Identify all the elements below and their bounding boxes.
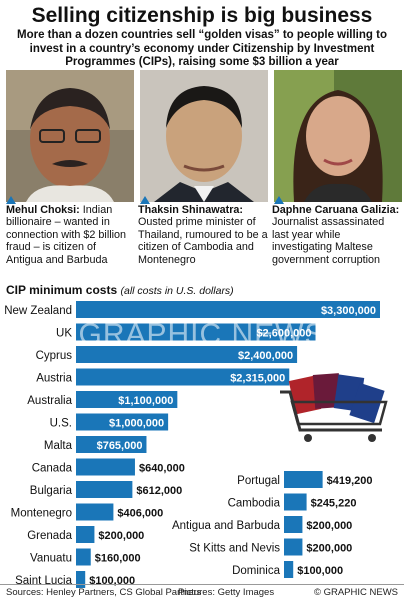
category-label-austria: Austria: [36, 373, 72, 385]
caption-1: Mehul Choksi: Indian billionaire – wante…: [6, 204, 132, 266]
category-label-st-kitts-and-nevis: St Kitts and Nevis: [189, 543, 280, 555]
caption-3-name: Daphne Caruana Galizia:: [272, 204, 400, 216]
category-label-malta: Malta: [44, 440, 73, 452]
bar-portugal: [284, 471, 323, 488]
footer-copyright: © GRAPHIC NEWS: [313, 587, 398, 598]
value-label-dominica: $100,000: [297, 565, 343, 577]
footer: Sources: Henley Partners, CS Global Part…: [0, 584, 404, 601]
bar-malta: [76, 436, 147, 453]
bar-australia: [76, 391, 178, 408]
category-label-antigua-and-barbuda: Antigua and Barbuda: [172, 520, 281, 532]
caption-3-text: Journalist assassinated last year while …: [272, 216, 385, 266]
caption-2: Thaksin Shinawatra: Ousted prime ministe…: [138, 204, 268, 266]
category-label-australia: Australia: [27, 395, 72, 407]
bar-new-zealand: [76, 301, 380, 318]
value-label-cyprus: $2,400,000: [238, 350, 293, 362]
bar-cambodia: [284, 493, 307, 511]
value-label-canada: $640,000: [139, 463, 185, 475]
portrait-photo-3: [274, 70, 402, 202]
chart-heading: CIP minimum costs (all costs in U.S. dol…: [6, 283, 234, 298]
bar-vanuatu: [76, 548, 91, 566]
value-label-st-kitts-and-nevis: $200,000: [306, 543, 352, 555]
value-label-vanuatu: $160,000: [95, 553, 141, 565]
category-label-bulgaria: Bulgaria: [30, 485, 73, 497]
portrait-photo-2: [140, 70, 268, 202]
caption-marker-2: [140, 196, 150, 204]
category-label-canada: Canada: [32, 463, 73, 475]
category-label-montenegro: Montenegro: [11, 508, 72, 520]
category-label-u-s: U.S.: [50, 418, 72, 430]
footer-pictures: Pictures: Getty Images: [178, 587, 275, 598]
value-label-grenada: $200,000: [98, 530, 144, 542]
page-subtitle: More than a dozen countries sell “golden…: [17, 29, 387, 68]
category-label-cyprus: Cyprus: [36, 350, 73, 362]
bar-grenada: [76, 526, 95, 543]
caption-2-text: Ousted prime minister of Thailand, rumou…: [138, 216, 268, 266]
bar-group-secondary: Portugal $419,200 Cambodia $245,220 Antigua …: [172, 471, 373, 578]
caption-1-name: Mehul Choksi:: [6, 204, 80, 216]
value-label-cambodia: $245,220: [311, 498, 357, 510]
bar-bulgaria: [76, 481, 133, 498]
shopping-cart-icon: [280, 373, 388, 442]
value-label-antigua-and-barbuda: $200,000: [306, 520, 352, 532]
chart-title: CIP minimum costs: [6, 283, 118, 297]
caption-2-name: Thaksin Shinawatra:: [138, 204, 243, 216]
bar-cyprus: [76, 346, 298, 363]
caption-marker-3: [274, 196, 284, 204]
category-label-uk: UK: [56, 328, 72, 340]
category-label-dominica: Dominica: [232, 565, 281, 577]
category-label-cambodia: Cambodia: [228, 498, 281, 510]
bar-saint-lucia: [76, 571, 86, 588]
caption-1-text: Indian billionaire – wanted in connectio…: [6, 204, 127, 266]
value-label-austria: $2,315,000: [230, 373, 285, 385]
value-label-portugal: $419,200: [327, 475, 373, 487]
bar-dominica: [284, 561, 294, 578]
bar-uk: [76, 323, 316, 341]
footer-sources: Sources: Henley Partners, CS Global Part…: [6, 587, 202, 598]
bar-canada: [76, 458, 135, 476]
category-label-grenada: Grenada: [27, 530, 72, 542]
category-label-portugal: Portugal: [237, 475, 280, 487]
chart-note: (all costs in U.S. dollars): [120, 285, 234, 297]
value-label-australia: $1,100,000: [118, 395, 173, 407]
bar-st-kitts-and-nevis: [284, 538, 303, 556]
category-label-vanuatu: Vanuatu: [30, 553, 72, 565]
value-label-bulgaria: $612,000: [136, 485, 182, 497]
value-label-uk: $2,600,000: [256, 328, 311, 340]
bar-montenegro: [76, 503, 114, 521]
caption-marker-1: [6, 196, 16, 204]
category-label-new-zealand: New Zealand: [4, 305, 72, 317]
bar-group-main: New Zealand $3,300,000 UK $2,600,000 Cyprus $…: [4, 301, 380, 588]
value-label-malta: $765,000: [97, 440, 143, 452]
caption-3: Daphne Caruana Galizia: Journalist assas…: [272, 204, 400, 266]
bar-u-s: [76, 413, 169, 431]
bar-antigua-and-barbuda: [284, 516, 303, 533]
bar-austria: [76, 368, 290, 386]
page-title: Selling citizenship is big business: [31, 4, 373, 27]
portrait-photo-1: [6, 70, 134, 202]
value-label-montenegro: $406,000: [117, 508, 163, 520]
value-label-new-zealand: $3,300,000: [321, 305, 376, 317]
value-label-u-s: $1,000,000: [109, 418, 164, 430]
